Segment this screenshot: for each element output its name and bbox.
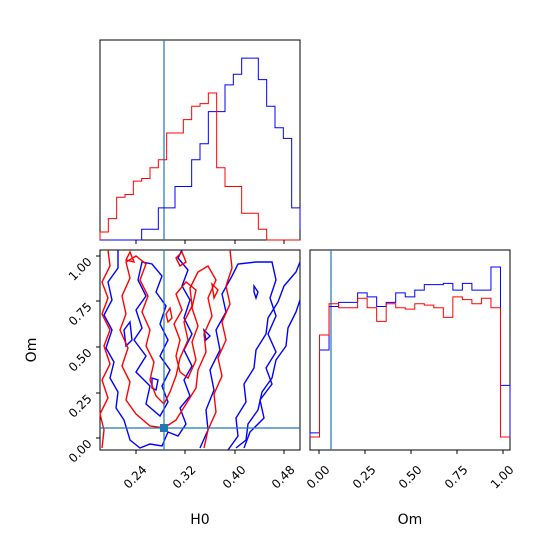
contour-a-island-4 bbox=[202, 327, 211, 342]
contour-x-ticks bbox=[135, 450, 285, 454]
contour-y-ticks bbox=[96, 255, 100, 439]
contour-a-far-right-2 bbox=[235, 299, 301, 449]
om-tick-label-1: 0.25 bbox=[350, 463, 379, 492]
om-left-tick-label-2: 0.50 bbox=[66, 346, 95, 375]
om-histogram-series-b bbox=[310, 296, 510, 438]
contour-a-right-outer bbox=[199, 261, 277, 449]
om-left-tick-label-1: 0.25 bbox=[66, 392, 95, 421]
contour-a-island-3 bbox=[253, 283, 259, 301]
contour-frame bbox=[99, 249, 301, 451]
om-histogram-panel: 0.00 0.25 0.50 0.75 1.00 Om bbox=[304, 249, 517, 528]
om-x-ticks bbox=[318, 450, 504, 454]
h0-histogram-panel bbox=[99, 39, 301, 244]
h0-tick-label-1: 0.24 bbox=[121, 463, 150, 492]
om-histogram-frame bbox=[309, 249, 511, 451]
contour-b-island-3 bbox=[124, 250, 136, 264]
h0-tick-label-2: 0.32 bbox=[170, 463, 199, 492]
h0-histogram-series-b bbox=[99, 92, 300, 241]
h0-om-contour-panel: 0.24 0.32 0.40 0.48 0.00 0.25 0.50 0.75 … bbox=[24, 249, 301, 528]
om-tick-label-3: 0.75 bbox=[442, 463, 471, 492]
contour-b-island-1 bbox=[165, 306, 173, 324]
contours-series-b bbox=[99, 249, 233, 449]
h0-tick-label-4: 0.48 bbox=[269, 463, 298, 492]
x-axis-label-h0: H0 bbox=[190, 512, 209, 528]
h0-histogram-series-a bbox=[100, 57, 301, 241]
contour-b-inner-right bbox=[173, 281, 199, 380]
om-histogram-series-a bbox=[309, 266, 511, 437]
h0-histogram-frame bbox=[99, 39, 301, 241]
om-left-tick-label-0: 0.00 bbox=[66, 437, 95, 466]
h0-tick-label-3: 0.40 bbox=[220, 463, 249, 492]
contour-a-far-right bbox=[227, 261, 301, 451]
contour-b-island-4 bbox=[175, 250, 187, 268]
om-left-tick-label-4: 1.00 bbox=[66, 255, 95, 284]
x-axis-label-om: Om bbox=[398, 512, 423, 528]
contours-series-a bbox=[103, 249, 301, 451]
om-left-tick-label-3: 0.75 bbox=[66, 300, 95, 329]
contour-b-outer bbox=[99, 249, 111, 449]
contour-a-inner bbox=[133, 261, 171, 418]
contour-b-island-2 bbox=[211, 282, 219, 301]
om-tick-label-2: 0.50 bbox=[396, 463, 425, 492]
truth-marker bbox=[160, 424, 168, 432]
contour-b-outer-right bbox=[203, 249, 233, 449]
contour-b-middle bbox=[119, 255, 217, 429]
contour-a-outer bbox=[103, 249, 193, 449]
y-axis-label-om: Om bbox=[24, 338, 40, 363]
om-tick-label-0: 0.00 bbox=[304, 463, 333, 492]
om-tick-label-4: 1.00 bbox=[488, 463, 517, 492]
